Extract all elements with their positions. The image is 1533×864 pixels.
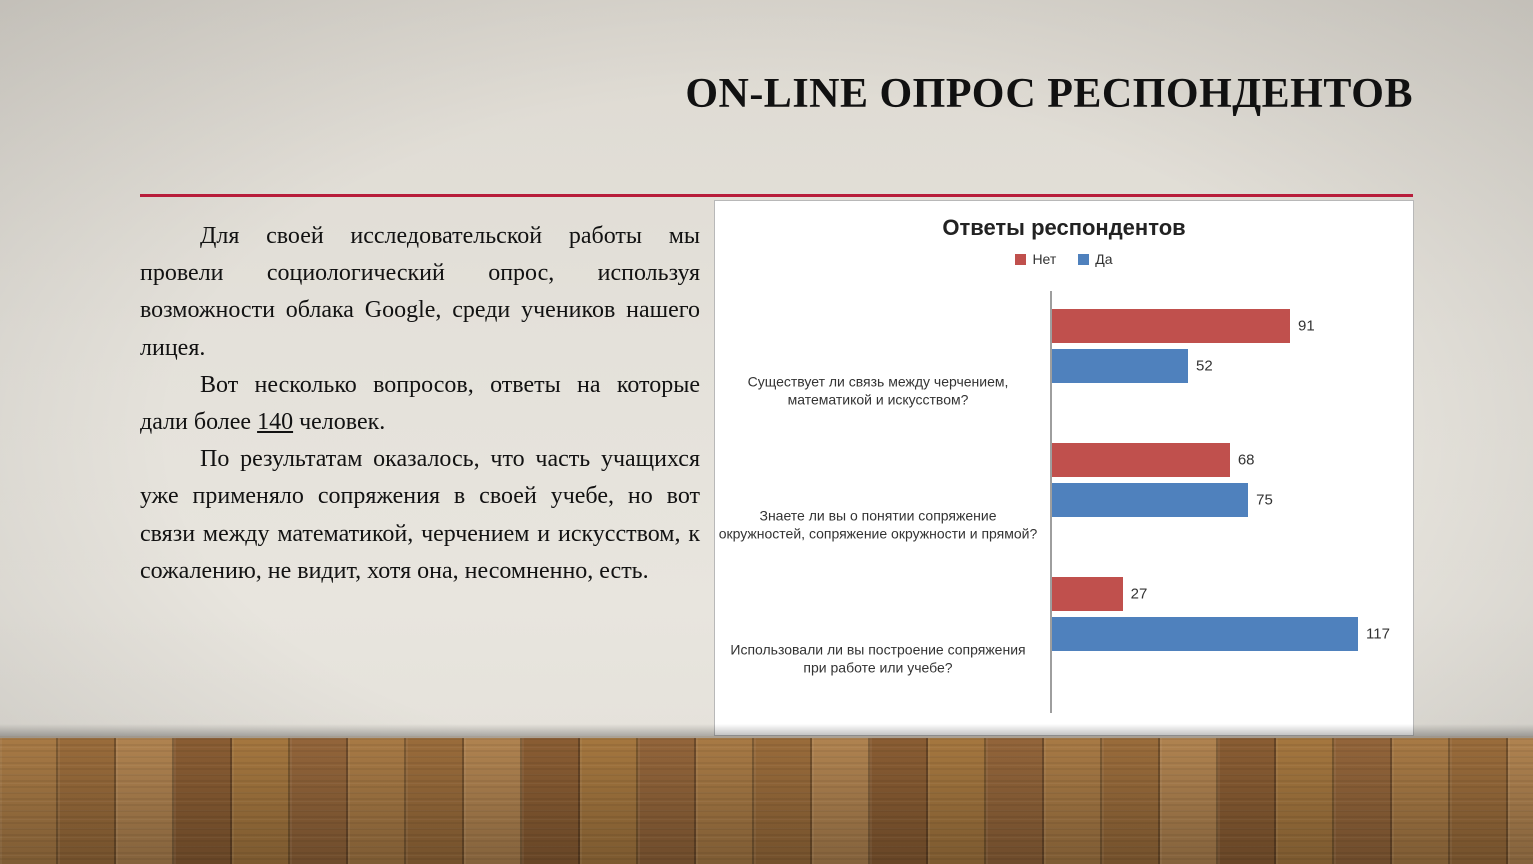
floor-plank [522,738,580,864]
category-label-0: Существует ли связь между черчением, мат… [718,374,1038,409]
legend-item-no: Нет [1015,251,1056,267]
floor-plank [0,738,58,864]
category-label-2: Использовали ли вы построение сопряжения… [718,642,1038,677]
bar-value-yes-0: 52 [1196,358,1213,375]
floor-plank [986,738,1044,864]
body-text: Для своей исследовательской работы мы пр… [140,218,700,590]
legend-label-no: Нет [1032,251,1056,267]
horizontal-rule [140,194,1413,197]
bar-value-no-2: 27 [1131,586,1148,603]
floor-plank [1044,738,1102,864]
bar-no-0 [1052,309,1290,343]
legend-label-yes: Да [1095,251,1112,267]
floor-plank [174,738,232,864]
legend-item-yes: Да [1078,251,1112,267]
floor-plank [232,738,290,864]
floor-plank [1334,738,1392,864]
floor-plank [812,738,870,864]
paragraph-1: Для своей исследовательской работы мы пр… [140,218,700,367]
paragraph-3: По результатам оказалось, что часть учащ… [140,441,700,590]
floor-plank [1102,738,1160,864]
floor-plank [464,738,522,864]
floor-plank [1160,738,1218,864]
bar-value-yes-2: 117 [1366,626,1390,643]
bar-no-1 [1052,443,1230,477]
chart-group-2: 27117Использовали ли вы построение сопря… [1050,577,1388,651]
floor-plank [754,738,812,864]
bar-value-yes-1: 75 [1256,492,1273,509]
paragraph-2-pre: Вот несколько вопросов, ответы на которы… [140,372,700,435]
floor-plank [1508,738,1533,864]
bar-yes-0 [1052,349,1188,383]
chart-card: Ответы респондентов Нет Да 91 52 Существует… [714,200,1414,736]
floor-plank [870,738,928,864]
floor-plank [58,738,116,864]
bar-yes-1 [1052,483,1248,517]
floor-plank [1450,738,1508,864]
category-label-1: Знаете ли вы о понятии сопряжение окружн… [718,508,1038,543]
floor-plank [928,738,986,864]
paragraph-2-underlined: 140 [257,409,293,435]
floor-plank [580,738,638,864]
bar-no-2 [1052,577,1123,611]
floor-plank [638,738,696,864]
paragraph-2-post: человек. [293,409,385,435]
slide-title: ON-LINE ОПРОС РЕСПОНДЕНТОВ [685,70,1413,118]
chart-group-1: 6875Знаете ли вы о понятии сопряжение ок… [1050,443,1388,517]
legend-swatch-yes [1078,254,1089,265]
floor-plank [116,738,174,864]
chart-group-0: 9152Существует ли связь между черчением,… [1050,309,1388,383]
floor-plank [290,738,348,864]
chart-legend: Нет Да [715,251,1413,267]
wood-floor [0,736,1533,864]
floor-plank [1392,738,1450,864]
legend-swatch-no [1015,254,1026,265]
chart-plot-area: 9152Существует ли связь между черчением,… [1050,291,1388,713]
floor-plank [348,738,406,864]
chart-title: Ответы респондентов [715,215,1413,241]
bar-value-no-0: 91 [1298,318,1315,335]
floor-plank [696,738,754,864]
floor-plank [406,738,464,864]
floor-plank [1276,738,1334,864]
paragraph-2: Вот несколько вопросов, ответы на которы… [140,367,700,441]
bar-yes-2 [1052,617,1358,651]
floor-plank [1218,738,1276,864]
bar-value-no-1: 68 [1238,452,1255,469]
